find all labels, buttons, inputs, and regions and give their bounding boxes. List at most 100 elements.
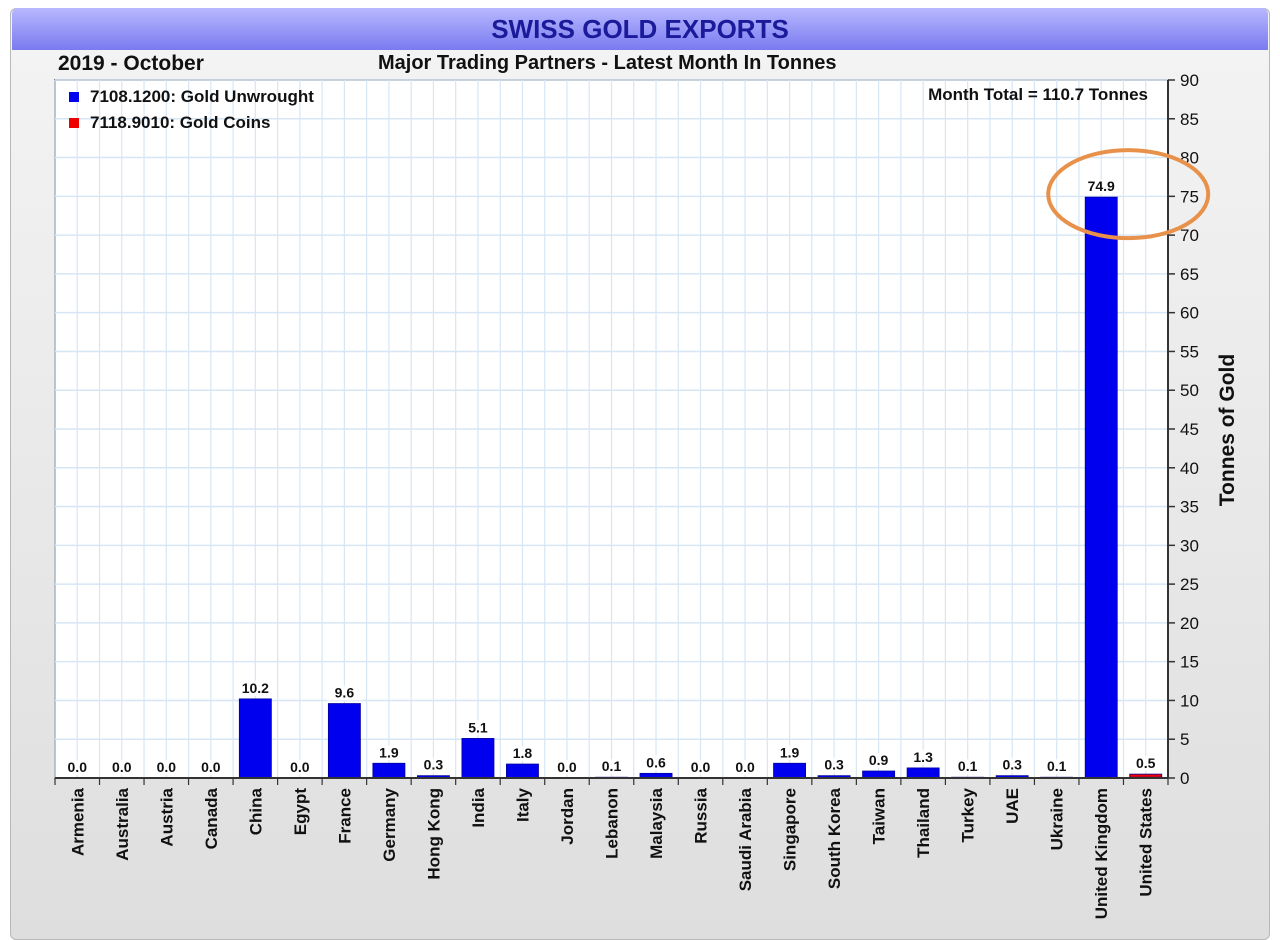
data-label-bg <box>594 759 629 775</box>
data-label: 0.1 <box>602 758 622 774</box>
data-label-bg <box>861 753 896 769</box>
data-label: 5.1 <box>468 719 488 735</box>
x-axis: Armenia Australia Austria Canada China Egypt F… <box>54 777 1169 919</box>
bar <box>461 738 495 779</box>
x-tick-label: Taiwan <box>870 788 889 844</box>
bar <box>773 762 807 779</box>
data-label-bg <box>460 720 495 736</box>
data-label-bg <box>549 760 584 775</box>
data-label-bg <box>906 749 941 765</box>
data-label-bg <box>995 757 1030 773</box>
data-label-bg <box>238 680 273 696</box>
legend: 7108.1200: Gold Unwrought 7118.9010: Gold… <box>69 87 314 132</box>
x-tick-label: Turkey <box>959 787 978 842</box>
y-tick-label: 50 <box>1180 381 1199 400</box>
bar <box>372 762 406 779</box>
grid-lines <box>54 79 1169 779</box>
data-label-bg <box>1128 756 1163 772</box>
bar <box>327 703 361 779</box>
data-label: 0.0 <box>112 759 132 775</box>
data-label: 0.5 <box>1136 755 1156 771</box>
data-label: 0.0 <box>735 759 755 775</box>
x-tick-label: Jordan <box>558 788 577 845</box>
period-label: 2019 - October <box>58 52 204 75</box>
legend-swatch <box>69 118 79 128</box>
y-tick-label: 85 <box>1180 110 1199 129</box>
x-tick-label: South Korea <box>825 787 844 889</box>
data-label: 0.1 <box>958 758 978 774</box>
x-tick-label: Lebanon <box>603 788 622 859</box>
data-label: 1.9 <box>780 744 800 760</box>
data-label: 0.0 <box>157 759 177 775</box>
x-tick-label: Austria <box>157 787 176 846</box>
chart-subtitle: Major Trading Partners - Latest Month In… <box>378 52 837 74</box>
y-axis-title: Tonnes of Gold <box>1216 354 1239 506</box>
x-tick-label: UAE <box>1003 788 1022 824</box>
data-label: 74.9 <box>1088 178 1115 194</box>
data-label-bg <box>193 760 228 775</box>
x-tick-label: Ukraine <box>1048 788 1067 850</box>
y-tick-label: 0 <box>1180 769 1189 788</box>
data-label-bg <box>950 759 985 775</box>
y-tick-label: 70 <box>1180 226 1199 245</box>
data-label: 1.8 <box>513 745 533 761</box>
data-label: 0.0 <box>290 759 310 775</box>
x-tick-label: Saudi Arabia <box>736 787 755 891</box>
data-label: 0.0 <box>201 759 221 775</box>
x-tick-label: Thailand <box>914 788 933 858</box>
data-label: 0.9 <box>869 752 889 768</box>
x-tick-label: India <box>469 787 488 827</box>
y-tick-label: 55 <box>1180 342 1199 361</box>
x-tick-label: Egypt <box>291 788 310 836</box>
y-tick-label: 15 <box>1180 653 1199 672</box>
legend-swatch <box>69 92 79 102</box>
data-label: 9.6 <box>335 685 355 701</box>
y-tick-label: 60 <box>1180 304 1199 323</box>
legend-label: 7118.9010: Gold Coins <box>90 113 270 132</box>
x-tick-label: United Kingdom <box>1092 788 1111 919</box>
data-label-bg <box>1084 179 1119 195</box>
data-label: 10.2 <box>242 680 269 696</box>
bar <box>862 770 896 779</box>
x-tick-label: France <box>335 788 354 844</box>
data-label-bg <box>60 760 95 775</box>
data-label-bg <box>772 745 807 761</box>
x-tick-label: China <box>246 787 265 835</box>
data-label: 1.3 <box>913 749 933 765</box>
bar <box>1084 196 1118 779</box>
x-tick-label: Australia <box>113 787 132 860</box>
data-label-bg <box>683 760 718 775</box>
y-tick-label: 30 <box>1180 536 1199 555</box>
y-tick-label: 90 <box>1180 71 1199 90</box>
data-label-bg <box>817 757 852 773</box>
data-label: 0.3 <box>424 757 444 773</box>
y-tick-label: 75 <box>1180 187 1199 206</box>
data-label: 0.0 <box>557 759 577 775</box>
data-label-bg <box>416 757 451 773</box>
data-label-bg <box>639 755 674 771</box>
month-total-label: Month Total = 110.7 Tonnes <box>928 85 1148 104</box>
y-tick-label: 10 <box>1180 691 1199 710</box>
data-label-bg <box>1039 759 1074 775</box>
data-label: 0.0 <box>691 759 711 775</box>
highlight-ellipse <box>1046 148 1211 241</box>
data-label-bg <box>149 760 184 775</box>
data-label-bg <box>728 760 763 775</box>
data-label: 0.3 <box>824 757 844 773</box>
data-label: 0.0 <box>68 759 88 775</box>
chart-title: SWISS GOLD EXPORTS <box>12 8 1268 50</box>
x-tick-label: Russia <box>692 787 711 843</box>
x-tick-label: Armenia <box>68 787 87 856</box>
bar <box>506 763 539 779</box>
x-tick-label: Hong Kong <box>424 788 443 880</box>
y-tick-label: 20 <box>1180 614 1199 633</box>
legend-label: 7108.1200: Gold Unwrought <box>90 87 314 106</box>
data-label: 0.6 <box>646 754 666 770</box>
x-tick-label: Singapore <box>781 788 800 871</box>
y-tick-label: 45 <box>1180 420 1199 439</box>
data-label-bg <box>104 760 139 775</box>
data-label-bg <box>505 746 540 762</box>
data-label: 1.9 <box>379 744 399 760</box>
bar <box>1129 773 1163 778</box>
